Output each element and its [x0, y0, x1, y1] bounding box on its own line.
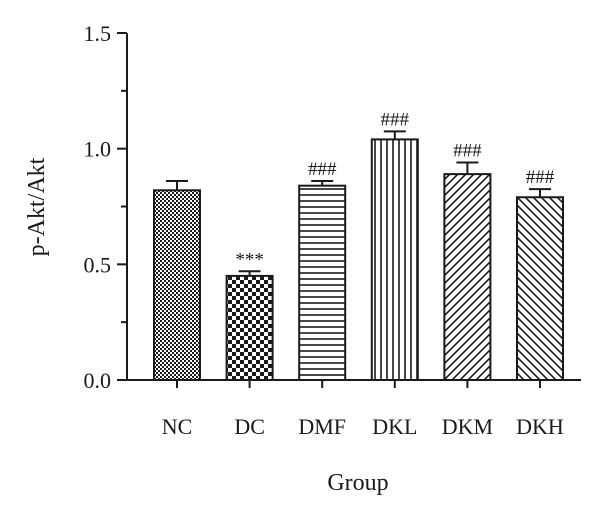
significance-label-dkm: ###: [453, 141, 482, 162]
x-tick-label-nc: NC: [162, 414, 193, 439]
bar-dkl: [370, 138, 419, 381]
x-tick-label-dkh: DKH: [516, 414, 564, 439]
bar-dc: [225, 274, 274, 381]
bar-dkh: [516, 196, 564, 381]
significance-label-dc: ***: [235, 249, 264, 270]
x-tick-label-dc: DC: [234, 414, 265, 439]
y-axis: 0.0 0.5 1.0 1.5: [84, 21, 128, 393]
x-axis-title: Group: [327, 470, 388, 496]
y-tick-label: 1.5: [84, 21, 112, 46]
x-axis: NC DC DMF DKL DKM DKH: [126, 379, 581, 439]
x-tick-label-dkm: DKM: [442, 414, 493, 439]
y-axis-title: p-Akt/Akt: [24, 157, 50, 256]
significance-label-dmf: ###: [308, 159, 337, 180]
significance-label-dkl: ###: [381, 109, 410, 130]
labels: *** ### ### ### ###: [235, 109, 554, 270]
bars: [153, 130, 564, 381]
y-tick-label: 0.0: [84, 368, 112, 393]
bar-dmf: [298, 184, 347, 381]
x-tick-label-dmf: DMF: [298, 414, 346, 439]
x-tick-label-dkl: DKL: [372, 414, 417, 439]
bar-nc: [153, 189, 201, 381]
significance-label-dkh: ###: [526, 167, 555, 188]
y-tick-label: 0.5: [84, 252, 112, 277]
y-tick-label: 1.0: [84, 137, 112, 162]
bar-dkm: [443, 173, 492, 381]
